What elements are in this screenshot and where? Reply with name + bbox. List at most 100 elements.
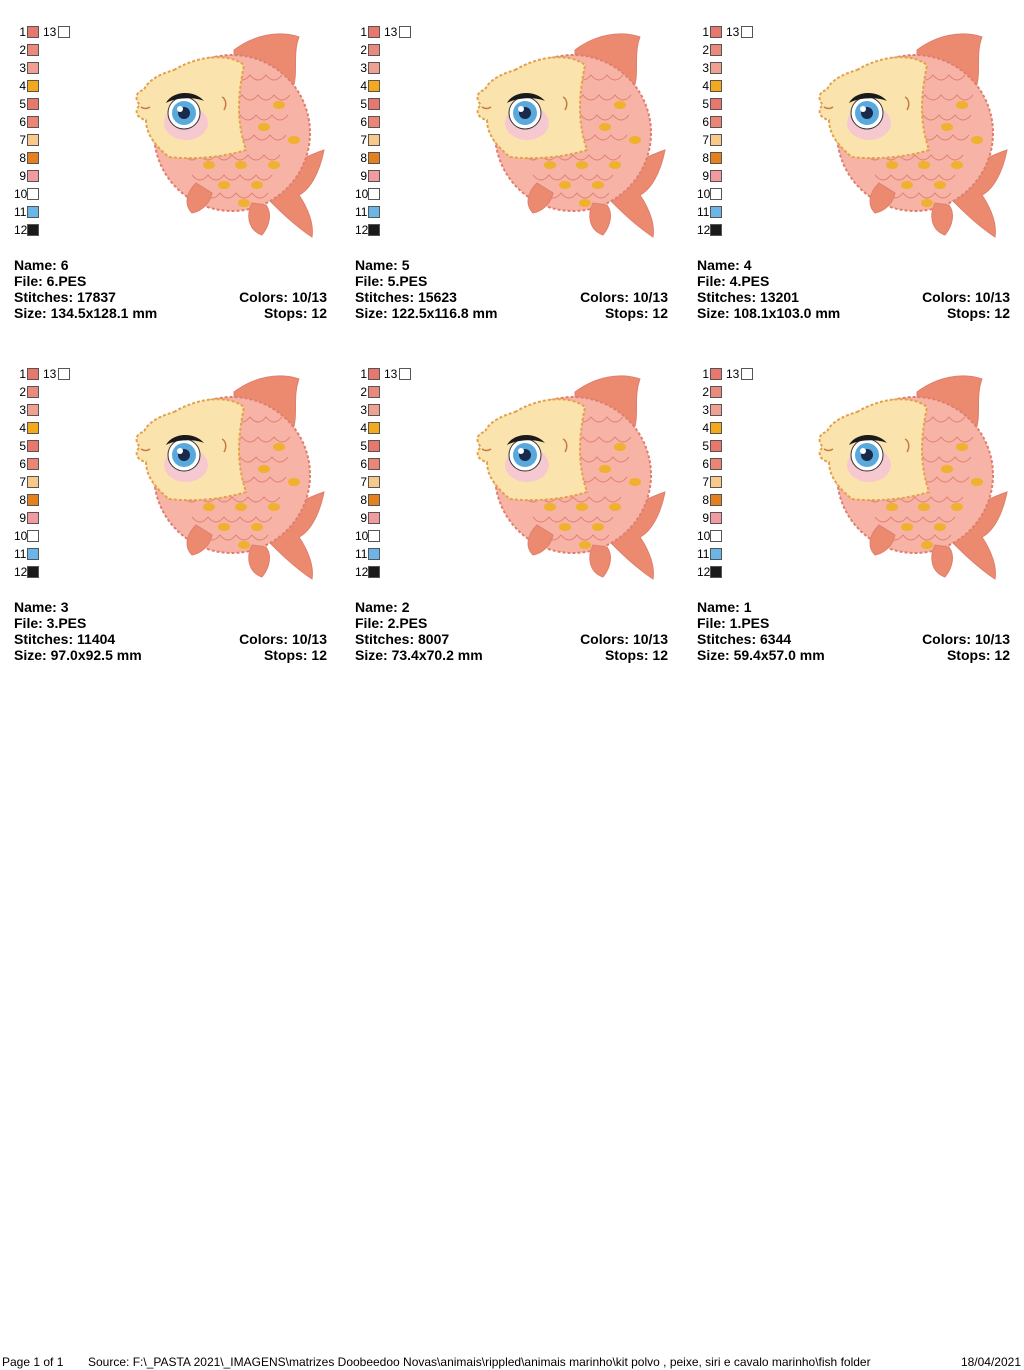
size-label: Size: (355, 305, 392, 321)
thread-swatch (27, 26, 39, 38)
thread-swatch (58, 26, 71, 38)
name-label: Name: (14, 599, 61, 615)
stitches-label: Stitches: (697, 289, 761, 305)
palette-row: 1 (14, 367, 39, 381)
thread-swatch (368, 404, 380, 416)
thread-number: 5 (702, 439, 709, 453)
name-label: Name: (355, 257, 402, 273)
thread-swatch (710, 116, 722, 128)
thread-swatch (27, 188, 39, 200)
palette-row: 13 (726, 25, 754, 39)
thread-swatch (27, 494, 39, 506)
thread-swatch (741, 368, 754, 380)
print-date: 18/04/2021 (960, 1355, 1021, 1369)
mouth (823, 106, 834, 110)
palette-row: 10 (14, 187, 39, 201)
name-label: Name: (697, 599, 744, 615)
thread-number: 7 (19, 133, 26, 147)
design-name: 3 (60, 599, 69, 615)
thread-number: 1 (702, 25, 709, 39)
color-count: 10/13 (291, 289, 327, 305)
thread-number: 12 (697, 223, 711, 237)
thread-number: 9 (702, 511, 709, 525)
palette-row: 9 (355, 511, 380, 525)
thread-number: 5 (19, 97, 26, 111)
thread-number: 7 (702, 133, 709, 147)
palette-row: 6 (697, 115, 722, 129)
mouth (140, 106, 151, 110)
thread-swatch (710, 548, 722, 560)
thread-number: 1 (360, 25, 367, 39)
palette-row: 3 (697, 61, 722, 75)
design-size: 108.1x103.0 mm (733, 305, 841, 321)
thread-number: 6 (702, 457, 709, 471)
thread-number: 7 (702, 475, 709, 489)
design-name: 5 (401, 257, 410, 273)
palette-row: 1 (14, 25, 39, 39)
thread-number: 1 (19, 25, 26, 39)
palette-row: 7 (355, 133, 380, 147)
thread-swatch (368, 44, 380, 56)
design-file: 3.PES (46, 615, 87, 631)
stop-count: 12 (652, 647, 668, 663)
palette-row: 2 (14, 385, 39, 399)
thread-number: 11 (14, 205, 27, 219)
thread-swatch (399, 368, 412, 380)
thread-swatch (27, 62, 39, 74)
thread-number: 8 (702, 493, 709, 507)
eyelash (166, 92, 204, 103)
design-card: 1 2 3 4 5 6 7 8 9 10 (14, 367, 334, 677)
palette-row: 12 (14, 223, 39, 237)
thread-swatch (58, 368, 71, 380)
thread-swatch (368, 188, 380, 200)
eye-highlight (860, 448, 866, 454)
mouth (481, 106, 492, 110)
palette-row: 9 (697, 169, 722, 183)
thread-swatch (27, 512, 39, 524)
thread-swatch (710, 458, 722, 470)
colors-label: Colors: (239, 289, 292, 305)
pectoral-fin (869, 182, 896, 214)
thread-swatch (368, 422, 380, 434)
design-file: 1.PES (729, 615, 770, 631)
eyebrow (562, 438, 568, 453)
palette-row: 4 (697, 421, 722, 435)
palette-row: 2 (697, 43, 722, 57)
color-count: 10/13 (632, 631, 668, 647)
palette-row: 1 (355, 25, 380, 39)
eye-highlight (177, 106, 183, 112)
thread-swatch (368, 62, 380, 74)
palette-row: 12 (14, 565, 39, 579)
eye-highlight (518, 448, 524, 454)
palette-row: 2 (355, 43, 380, 57)
palette-row: 9 (355, 169, 380, 183)
palette-row: 12 (697, 565, 722, 579)
thread-number: 10 (355, 187, 369, 201)
colors-label: Colors: (922, 289, 975, 305)
thread-swatch (710, 422, 722, 434)
eye-highlight (177, 448, 183, 454)
size-label: Size: (14, 647, 51, 663)
design-info: Name: 4 File: 4.PES Stitches: 13201 Colo… (697, 257, 1010, 321)
design-preview (455, 357, 675, 587)
thread-swatch (741, 26, 754, 38)
palette-row: 3 (14, 61, 39, 75)
palette-row: 2 (697, 385, 722, 399)
palette-row: 11 (355, 547, 380, 561)
stops-label: Stops: (604, 647, 653, 663)
palette-row: 9 (14, 169, 39, 183)
design-card: 1 2 3 4 5 6 7 8 9 10 (14, 25, 334, 335)
stop-count: 12 (994, 305, 1010, 321)
thread-swatch (710, 152, 722, 164)
eye-highlight (860, 106, 866, 112)
thread-number: 8 (19, 493, 26, 507)
thread-number: 13 (43, 367, 57, 381)
thread-number: 10 (14, 187, 28, 201)
stops-label: Stops: (263, 305, 312, 321)
thread-swatch (27, 98, 39, 110)
design-info: Name: 6 File: 6.PES Stitches: 17837 Colo… (14, 257, 327, 321)
mouth (140, 448, 151, 452)
thread-swatch (368, 98, 380, 110)
thread-number: 7 (19, 475, 26, 489)
mouth (823, 448, 834, 452)
